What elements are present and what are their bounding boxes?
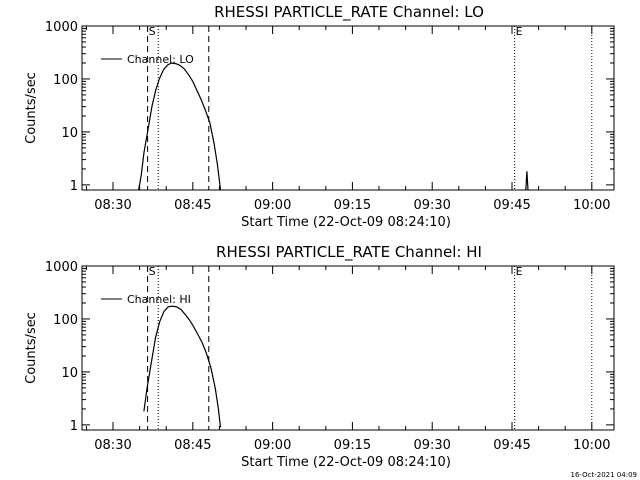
- x-tick-label: 10:00: [573, 438, 610, 453]
- legend: Channel: LO: [101, 53, 194, 66]
- x-tick-label: 09:45: [493, 438, 530, 453]
- series-line: [525, 171, 529, 191]
- time-marker-label: E: [516, 265, 523, 278]
- y-tick-label: 100: [53, 313, 78, 328]
- x-tick-label: 10:00: [573, 198, 610, 213]
- data-series: [143, 305, 222, 428]
- x-tick-label: 08:30: [94, 438, 131, 453]
- y-tick-label: 1: [70, 419, 78, 434]
- x-axis-label: Start Time (22-Oct-09 08:24:10): [241, 455, 451, 470]
- chart-title: RHESSI PARTICLE_RATE Channel: LO: [214, 3, 484, 22]
- y-axis-label: Counts/sec: [24, 312, 39, 384]
- series-line: [138, 62, 222, 191]
- x-axis: 08:30 08:45 09:00 09:15 09:30 09:45 10:00: [85, 26, 611, 213]
- x-tick-label: 09:30: [413, 438, 450, 453]
- time-marker-label: S: [149, 265, 156, 278]
- plot-frame: [81, 265, 615, 431]
- y-tick-label: 10: [61, 366, 78, 381]
- x-tick-label: 09:15: [334, 198, 371, 213]
- y-axis: 1 10 100 1000: [45, 20, 614, 194]
- time-marker-label: S: [149, 25, 156, 38]
- legend: Channel: HI: [101, 293, 191, 306]
- y-tick-label: 1000: [45, 20, 78, 35]
- x-axis-label: Start Time (22-Oct-09 08:24:10): [241, 215, 451, 230]
- x-tick-label: 09:00: [254, 438, 291, 453]
- x-tick-label: 08:45: [174, 198, 211, 213]
- y-axis-label: Counts/sec: [24, 72, 39, 144]
- x-tick-label: 09:45: [493, 198, 530, 213]
- y-tick-label: 1000: [45, 260, 78, 275]
- series-line: [143, 305, 222, 428]
- timestamp-stamp: 16-Oct-2021 04:09: [571, 471, 637, 479]
- y-axis: 1 10 100 1000: [45, 260, 614, 434]
- x-tick-label: 09:15: [334, 438, 371, 453]
- legend-label: Channel: HI: [127, 293, 191, 306]
- x-tick-label: 09:30: [413, 198, 450, 213]
- time-marker-label: E: [516, 25, 523, 38]
- x-axis: 08:30 08:45 09:00 09:15 09:30 09:45 10:00: [85, 266, 611, 453]
- y-tick-label: 1: [70, 179, 78, 194]
- plot-frame: [81, 25, 615, 191]
- y-tick-label: 10: [61, 126, 78, 141]
- bottom-panel: RHESSI PARTICLE_RATE Channel: HI 1101001…: [24, 243, 615, 470]
- top-panel: RHESSI PARTICLE_RATE Channel: LO 1101001…: [24, 3, 615, 230]
- legend-label: Channel: LO: [127, 53, 194, 66]
- data-series: [138, 62, 529, 191]
- y-tick-label: 100: [53, 73, 78, 88]
- chart-title: RHESSI PARTICLE_RATE Channel: HI: [216, 243, 482, 262]
- x-tick-label: 08:30: [94, 198, 131, 213]
- x-tick-label: 09:00: [254, 198, 291, 213]
- x-tick-label: 08:45: [174, 438, 211, 453]
